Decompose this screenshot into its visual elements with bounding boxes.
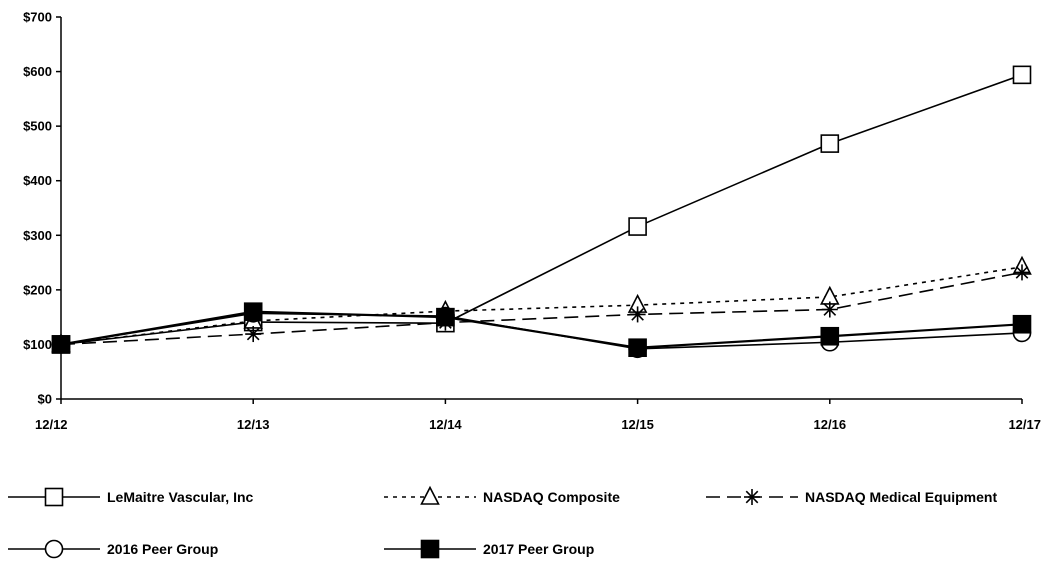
y-tick-label: $100 [23, 337, 52, 352]
legend-label: NASDAQ Composite [483, 489, 620, 505]
marker-asterisk [1014, 264, 1030, 281]
series-line [60, 74, 1023, 346]
y-tick-label: $500 [23, 119, 52, 134]
x-tick-label: 12/17 [1008, 417, 1041, 432]
x-axis-ticks: 12/12 12/13 12/14 12/15 12/16 12/17 [35, 399, 1041, 432]
asterisk-stroke [246, 327, 260, 341]
series-group [51, 65, 1032, 359]
legend-item-2: NASDAQ Medical Equipment [706, 489, 997, 505]
legend-label: LeMaitre Vascular, Inc [107, 489, 254, 505]
x-tick-label: 12/12 [35, 417, 68, 432]
marker-triangle-open [420, 485, 440, 505]
marker-square-open [820, 134, 840, 153]
series-4 [51, 302, 1032, 358]
legend: LeMaitre Vascular, Inc NASDAQ Composite NA… [8, 485, 997, 559]
legend-item-0: LeMaitre Vascular, Inc [8, 487, 254, 507]
marker-square-filled [243, 302, 263, 321]
legend-item-1: NASDAQ Composite [384, 485, 620, 505]
marker-asterisk [744, 489, 760, 505]
series-0 [51, 65, 1032, 354]
marker-circle-open [44, 539, 64, 559]
marker-square-filled [420, 539, 440, 559]
x-tick-label: 12/16 [814, 417, 847, 432]
y-tick-label: $0 [38, 392, 52, 407]
y-tick-label: $300 [23, 228, 52, 243]
legend-item-4: 2017 Peer Group [384, 539, 594, 559]
series-line [60, 271, 1023, 346]
marker-asterisk [821, 301, 838, 318]
marker-square-open [44, 487, 64, 507]
legend-label: NASDAQ Medical Equipment [805, 489, 997, 505]
x-tick-label: 12/14 [429, 417, 462, 432]
axes [60, 17, 1022, 400]
marker-square-filled [628, 338, 647, 358]
marker-square-filled [51, 335, 71, 354]
y-axis-ticks: $0 $100 $200 $300 $400 $500 $600 $700 [23, 10, 61, 407]
legend-label: 2017 Peer Group [483, 541, 594, 557]
asterisk-stroke [745, 490, 759, 504]
y-tick-label: $400 [23, 173, 52, 188]
series-line [60, 312, 1023, 350]
asterisk-stroke [823, 303, 837, 316]
y-tick-label: $700 [23, 10, 52, 25]
asterisk-stroke [1015, 266, 1029, 279]
asterisk-stroke [631, 308, 644, 321]
marker-square-filled [1012, 314, 1032, 334]
series-line [60, 266, 1023, 346]
series-line [60, 310, 1023, 349]
marker-square-open [1012, 65, 1032, 85]
series-3 [51, 304, 1032, 359]
marker-square-open [628, 217, 647, 236]
y-tick-label: $600 [23, 64, 52, 79]
legend-item-3: 2016 Peer Group [8, 539, 218, 559]
x-tick-label: 12/15 [621, 417, 654, 432]
marker-asterisk [245, 326, 262, 343]
legend-label: 2016 Peer Group [107, 541, 218, 557]
marker-square-filled [436, 307, 455, 327]
marker-square-filled [820, 326, 840, 346]
x-tick-label: 12/13 [237, 417, 270, 432]
marker-asterisk [629, 306, 646, 323]
y-tick-label: $200 [23, 282, 52, 297]
